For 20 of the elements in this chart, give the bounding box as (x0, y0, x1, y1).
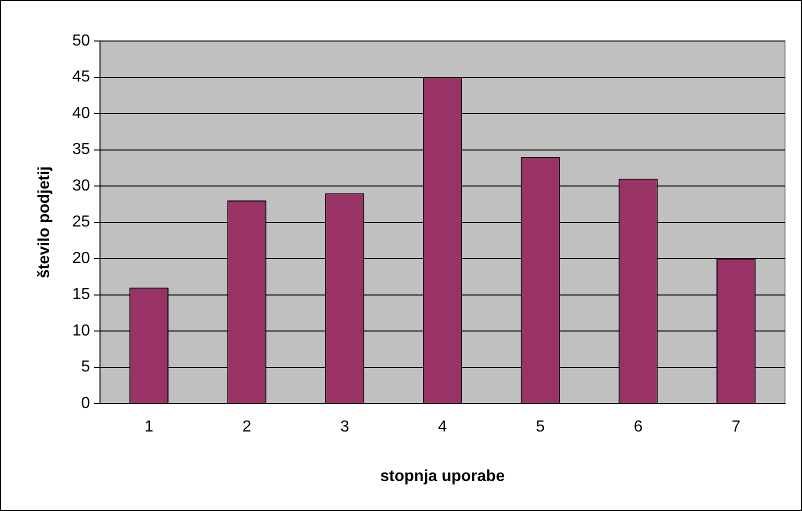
y-tick-label: 10 (72, 322, 90, 340)
x-axis-title: stopnja uporabe (380, 468, 505, 485)
x-tick-label: 6 (634, 418, 643, 436)
x-tick-label: 1 (144, 418, 154, 436)
y-tick-label: 35 (72, 141, 90, 158)
y-tick-label: 5 (81, 358, 90, 376)
x-tick-label: 4 (438, 418, 448, 436)
y-tick-label: 40 (72, 104, 90, 122)
y-tick-label: 45 (72, 68, 90, 86)
y-tick-label: 20 (72, 250, 90, 267)
y-tick-label: 50 (72, 32, 90, 50)
x-tick-label: 7 (732, 418, 741, 436)
y-tick-label: 25 (72, 214, 90, 231)
y-tick-label: 0 (81, 395, 90, 412)
y-tick-label: 15 (72, 286, 90, 304)
x-tick-label: 5 (536, 418, 545, 436)
y-tick-label: 30 (72, 177, 90, 194)
x-tick-label: 3 (340, 418, 350, 436)
x-tick-label: 2 (242, 418, 252, 436)
y-axis-title: število podjetij (36, 166, 54, 278)
